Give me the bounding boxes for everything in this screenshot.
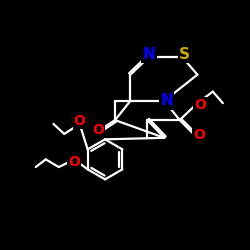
Text: S: S [179, 47, 190, 62]
Text: O: O [92, 123, 104, 137]
Text: O: O [68, 156, 80, 170]
Text: N: N [142, 47, 155, 62]
Text: O: O [193, 128, 205, 142]
Text: N: N [160, 93, 173, 108]
Text: O: O [74, 114, 86, 128]
Text: O: O [194, 98, 206, 112]
